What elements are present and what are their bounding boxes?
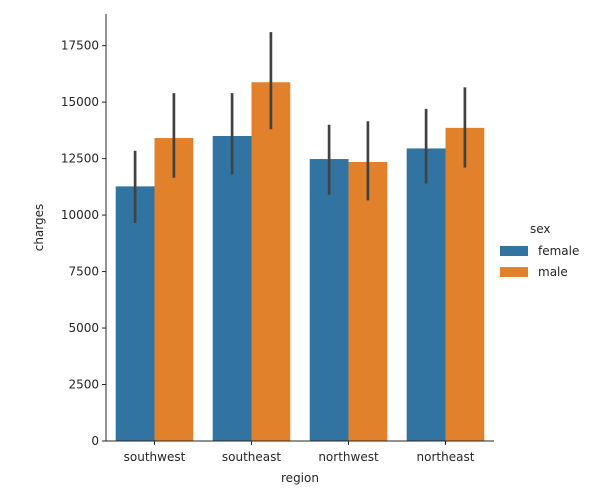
y-tick-label: 7500 [68,265,99,279]
bar-female-northeast [406,148,446,441]
x-tick-label-southwest: southwest [124,450,186,464]
bar-female-southeast [212,136,252,441]
bar-male-northwest [348,161,388,442]
y-tick-label: 5000 [68,321,99,335]
y-tick-label: 0 [91,434,99,448]
legend-swatch-female [500,246,528,256]
legend-label-female: female [538,244,579,258]
y-tick-label: 17500 [61,39,99,53]
legend-swatch-male [500,267,528,277]
x-axis-label: region [281,471,319,485]
error-bars-layer [133,32,467,223]
x-tick-label-northeast: northeast [417,450,475,464]
x-tick-label-northwest: northwest [318,450,379,464]
y-tick-label: 12500 [61,152,99,166]
legend-label-male: male [538,265,568,279]
bars-layer [115,82,485,442]
legend-title: sex [530,222,551,236]
y-tick-label: 10000 [61,208,99,222]
bar-male-southeast [251,82,291,441]
bar-male-northeast [445,127,485,442]
y-tick-label: 15000 [61,95,99,109]
y-axis-label: charges [32,204,46,252]
y-tick-label: 2500 [68,378,99,392]
axes-layer [105,14,494,442]
x-ticks: southwest southeast northwest northeast [124,441,475,464]
bar-female-northwest [309,159,349,442]
legend: sex female male [500,222,579,279]
bar-male-southwest [154,138,194,441]
bar-female-southwest [115,186,155,441]
x-tick-label-southeast: southeast [222,450,281,464]
y-ticks: 0 2500 5000 7500 10000 12500 15000 17500 [61,39,106,448]
